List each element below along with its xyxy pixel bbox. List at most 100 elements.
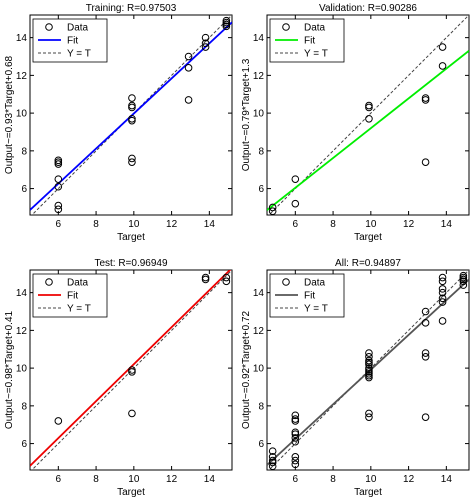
y-tick-label: 14 bbox=[253, 33, 265, 44]
x-tick-label: 10 bbox=[128, 219, 140, 230]
data-point bbox=[128, 366, 136, 374]
data-point bbox=[222, 273, 231, 282]
data-point bbox=[459, 277, 468, 286]
data-point bbox=[365, 358, 373, 367]
x-axis-label: Target bbox=[354, 487, 382, 498]
data-point bbox=[365, 103, 373, 112]
x-tick-label: 12 bbox=[403, 219, 415, 230]
legend-label: Data bbox=[304, 23, 326, 34]
data-point bbox=[268, 458, 277, 467]
data-point bbox=[54, 158, 63, 166]
data-point bbox=[291, 411, 300, 420]
data-point bbox=[421, 158, 430, 166]
data-point bbox=[201, 33, 210, 42]
x-tick-label: 14 bbox=[204, 219, 216, 230]
x-tick-label: 8 bbox=[93, 474, 99, 485]
y-tick-label: 14 bbox=[16, 33, 28, 44]
data-point bbox=[268, 203, 277, 212]
y-tick-label: 10 bbox=[253, 364, 265, 375]
data-point bbox=[54, 156, 63, 165]
data-point bbox=[291, 175, 300, 183]
data-point bbox=[438, 285, 447, 293]
y-tick-label: 14 bbox=[253, 288, 265, 299]
data-point bbox=[128, 103, 136, 112]
legend-label: Y = T bbox=[304, 304, 328, 315]
chart-title: All: R=0.94897 bbox=[335, 258, 401, 269]
data-point bbox=[365, 352, 373, 361]
data-point bbox=[54, 175, 63, 183]
data-point bbox=[438, 288, 447, 297]
data-point bbox=[365, 364, 373, 372]
legend-data-marker bbox=[282, 23, 290, 31]
legend-label: Fit bbox=[67, 291, 78, 302]
x-tick-label: 6 bbox=[56, 219, 62, 230]
y-tick-label: 12 bbox=[16, 326, 28, 337]
data-point bbox=[438, 273, 447, 282]
data-point bbox=[365, 368, 373, 376]
data-point bbox=[365, 360, 373, 369]
data-point bbox=[421, 94, 430, 102]
x-tick-label: 10 bbox=[128, 474, 140, 485]
data-point bbox=[438, 277, 447, 286]
y-tick-label: 6 bbox=[21, 439, 27, 450]
legend-data-marker bbox=[45, 278, 53, 286]
data-point bbox=[421, 319, 430, 327]
x-tick-label: 14 bbox=[441, 219, 453, 230]
x-tick-label: 14 bbox=[204, 474, 216, 485]
x-tick-label: 6 bbox=[293, 219, 299, 230]
legend-label: Y = T bbox=[304, 49, 328, 60]
legend-label: Y = T bbox=[67, 304, 91, 315]
data-point bbox=[291, 428, 300, 437]
legend-data-marker bbox=[45, 23, 53, 31]
data-point bbox=[268, 462, 277, 471]
data-point bbox=[421, 96, 430, 104]
chart-title: Training: R=0.97503 bbox=[86, 3, 177, 14]
y-tick-label: 6 bbox=[258, 439, 264, 450]
data-point bbox=[222, 20, 231, 29]
y-axis-label: Output~=0.93*Target+0.68 bbox=[4, 55, 15, 174]
data-point bbox=[438, 43, 447, 51]
data-point bbox=[128, 114, 136, 123]
data-point bbox=[128, 409, 136, 418]
data-point bbox=[365, 413, 373, 421]
x-tick-label: 6 bbox=[293, 474, 299, 485]
y-axis-label: Output~=0.79*Target+1.3 bbox=[241, 58, 252, 171]
data-point bbox=[128, 368, 136, 376]
data-point bbox=[365, 114, 373, 123]
data-point bbox=[184, 52, 193, 61]
x-tick-label: 12 bbox=[166, 474, 178, 485]
data-point bbox=[184, 96, 193, 104]
data-point bbox=[291, 456, 300, 465]
subplot-2: 6 8 10 12 14 6 8 10 12 14 Validation: R=0.90286 Tar… bbox=[241, 3, 470, 243]
y-tick-label: 10 bbox=[253, 109, 265, 120]
y-tick-label: 8 bbox=[258, 401, 264, 412]
data-point bbox=[128, 158, 136, 166]
legend-label: Fit bbox=[304, 291, 315, 302]
legend-label: Fit bbox=[67, 36, 78, 47]
data-point bbox=[184, 64, 193, 72]
x-tick-label: 10 bbox=[365, 219, 377, 230]
y-tick-label: 6 bbox=[21, 184, 27, 195]
y-tick-label: 8 bbox=[21, 401, 27, 412]
data-point bbox=[459, 273, 468, 282]
legend-label: Data bbox=[67, 278, 89, 289]
data-point bbox=[268, 447, 277, 455]
data-point bbox=[128, 154, 136, 163]
data-point bbox=[365, 349, 373, 357]
fit-line bbox=[30, 21, 232, 211]
data-point bbox=[291, 452, 300, 461]
data-point bbox=[268, 452, 277, 461]
data-point bbox=[54, 160, 63, 168]
y-tick-label: 14 bbox=[16, 288, 28, 299]
data-point bbox=[54, 201, 63, 210]
y-tick-label: 12 bbox=[253, 71, 265, 82]
x-tick-label: 12 bbox=[166, 219, 178, 230]
data-point bbox=[128, 116, 136, 125]
data-point bbox=[365, 366, 373, 374]
x-tick-label: 10 bbox=[365, 474, 377, 485]
y-axis-label: Output~=0.92*Target+0.72 bbox=[241, 310, 252, 429]
data-point bbox=[421, 352, 430, 361]
data-point bbox=[421, 307, 430, 316]
data-point bbox=[365, 369, 373, 378]
